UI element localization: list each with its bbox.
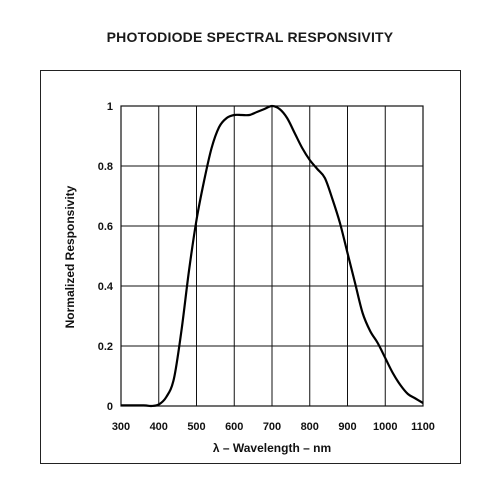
chart-title: PHOTODIODE SPECTRAL RESPONSIVITY: [106, 29, 394, 45]
x-tick-label: 1000: [373, 421, 397, 433]
x-tick-label: 1100: [411, 421, 435, 433]
x-tick-label: 900: [338, 421, 356, 433]
y-axis-label: Normalized Responsivity: [63, 185, 77, 328]
chart-frame: [40, 70, 461, 464]
x-tick-label: 500: [187, 421, 205, 433]
x-tick-label: 400: [150, 421, 168, 433]
x-tick-labels: 300 400 500 600 700 800 900 1000 1100: [112, 421, 435, 433]
y-tick-labels: 0 0.2 0.4 0.6 0.8 1: [98, 101, 114, 413]
y-tick-label: 0.6: [98, 221, 113, 233]
series-line: [120, 104, 424, 408]
x-tick-label: 700: [263, 421, 281, 433]
chart-series: [120, 104, 424, 408]
x-tick-label: 300: [112, 421, 130, 433]
x-tick-label: 800: [301, 421, 319, 433]
y-tick-label: 1: [107, 101, 113, 113]
chart-grid: [120, 105, 424, 407]
y-tick-label: 0.4: [98, 281, 114, 293]
y-tick-label: 0: [107, 401, 113, 413]
y-tick-label: 0.2: [98, 341, 113, 353]
y-tick-label: 0.8: [98, 161, 113, 173]
x-tick-label: 600: [225, 421, 243, 433]
x-axis-label: λ – Wavelength – nm: [213, 441, 331, 455]
